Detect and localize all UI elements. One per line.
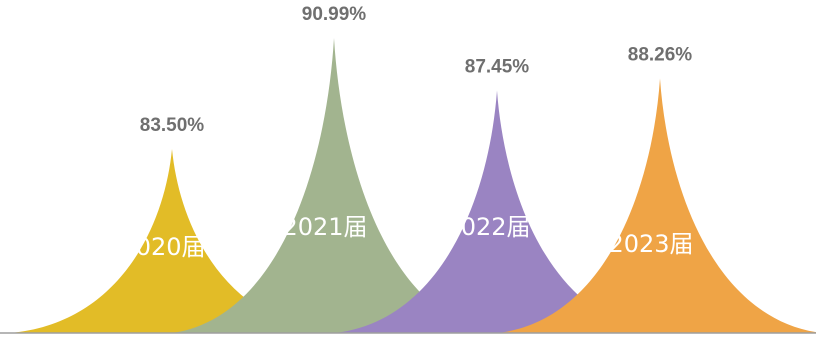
value-label: 87.45% bbox=[465, 56, 530, 77]
peak-2021届 bbox=[172, 38, 496, 333]
category-label: 2020届 bbox=[120, 233, 205, 261]
category-labels-group: 2020届 2021届 2022届 2023届 bbox=[120, 213, 693, 261]
peak-2020届 bbox=[10, 149, 334, 333]
category-label: 2022届 bbox=[445, 213, 530, 241]
value-labels-group: 83.50% 90.99% 87.45% 88.26% bbox=[140, 4, 693, 136]
peak-2023届 bbox=[498, 78, 816, 333]
peak-2022届 bbox=[335, 90, 659, 334]
value-label: 88.26% bbox=[628, 44, 693, 65]
category-label: 2021届 bbox=[282, 213, 367, 241]
peaks-group bbox=[10, 38, 816, 334]
category-label: 2023届 bbox=[608, 230, 693, 258]
value-label: 83.50% bbox=[140, 115, 205, 136]
value-label: 90.99% bbox=[302, 4, 367, 25]
